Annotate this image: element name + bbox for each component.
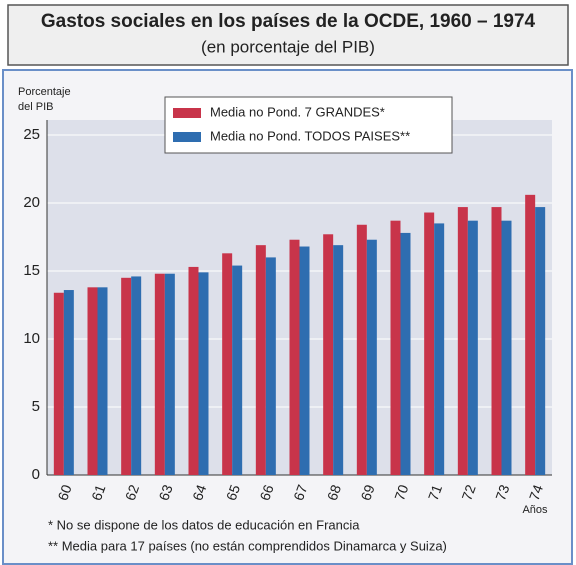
x-tick-label: 66: [256, 482, 276, 502]
bar: [525, 194, 536, 475]
x-tick-label: 60: [54, 482, 74, 502]
bar: [222, 253, 233, 475]
x-tick-label: 72: [458, 482, 478, 502]
bar: [154, 273, 165, 475]
bar: [501, 220, 512, 475]
bar: [289, 239, 300, 475]
bar: [400, 232, 411, 475]
x-tick-label: 61: [88, 482, 108, 502]
bar: [491, 207, 502, 475]
bar: [535, 207, 546, 475]
bar: [164, 273, 175, 475]
y-tick-label: 5: [32, 398, 40, 415]
bar: [424, 212, 435, 475]
footnote: ** Media para 17 países (no están compre…: [48, 538, 447, 553]
y-axis-label: del PIB: [18, 101, 53, 113]
x-tick-label: 62: [122, 482, 142, 502]
x-tick-label: 68: [324, 482, 344, 502]
bar: [457, 207, 468, 475]
bar: [131, 276, 142, 475]
bar: [390, 220, 401, 475]
bar: [333, 245, 344, 475]
bar: [467, 220, 478, 475]
legend-box: [164, 96, 453, 154]
bar: [265, 257, 276, 475]
bar: [63, 290, 74, 475]
bar: [434, 223, 445, 475]
legend-label: Media no Pond. TODOS PAISES**: [210, 128, 410, 143]
bar: [198, 272, 209, 475]
bar: [97, 287, 108, 475]
y-axis-label: Porcentaje: [18, 86, 71, 98]
chart-subtitle: (en porcentaje del PIB): [201, 37, 375, 56]
legend-swatch: [173, 108, 201, 118]
legend-swatch: [173, 132, 201, 142]
footnote: * No se dispone de los datos de educació…: [48, 517, 360, 532]
x-tick-label: 71: [425, 482, 445, 502]
x-tick-label: 63: [155, 482, 175, 502]
bar: [366, 239, 377, 475]
bar: [121, 277, 132, 475]
y-tick-label: 15: [23, 262, 40, 279]
x-tick-label: 69: [357, 482, 377, 502]
chart-title: Gastos sociales en los países de la OCDE…: [41, 11, 536, 32]
bar: [323, 234, 334, 475]
x-tick-label: 73: [492, 482, 512, 502]
x-tick-label: 70: [391, 482, 411, 502]
x-tick-label: 64: [189, 482, 209, 502]
bar: [232, 265, 243, 475]
y-tick-label: 20: [23, 194, 40, 211]
x-axis-label: Años: [522, 504, 548, 516]
bar: [299, 246, 310, 475]
x-tick-label: 74: [526, 482, 546, 502]
bar: [255, 245, 266, 475]
y-tick-label: 0: [32, 466, 40, 483]
bar: [188, 266, 199, 475]
legend-label: Media no Pond. 7 GRANDES*: [210, 104, 385, 119]
bar: [87, 287, 98, 475]
bar: [53, 292, 64, 475]
bar: [356, 224, 367, 475]
y-tick-label: 25: [23, 126, 40, 143]
x-tick-label: 67: [290, 482, 310, 502]
title-box: [7, 4, 569, 66]
y-tick-label: 10: [23, 330, 40, 347]
x-tick-label: 65: [223, 482, 243, 502]
